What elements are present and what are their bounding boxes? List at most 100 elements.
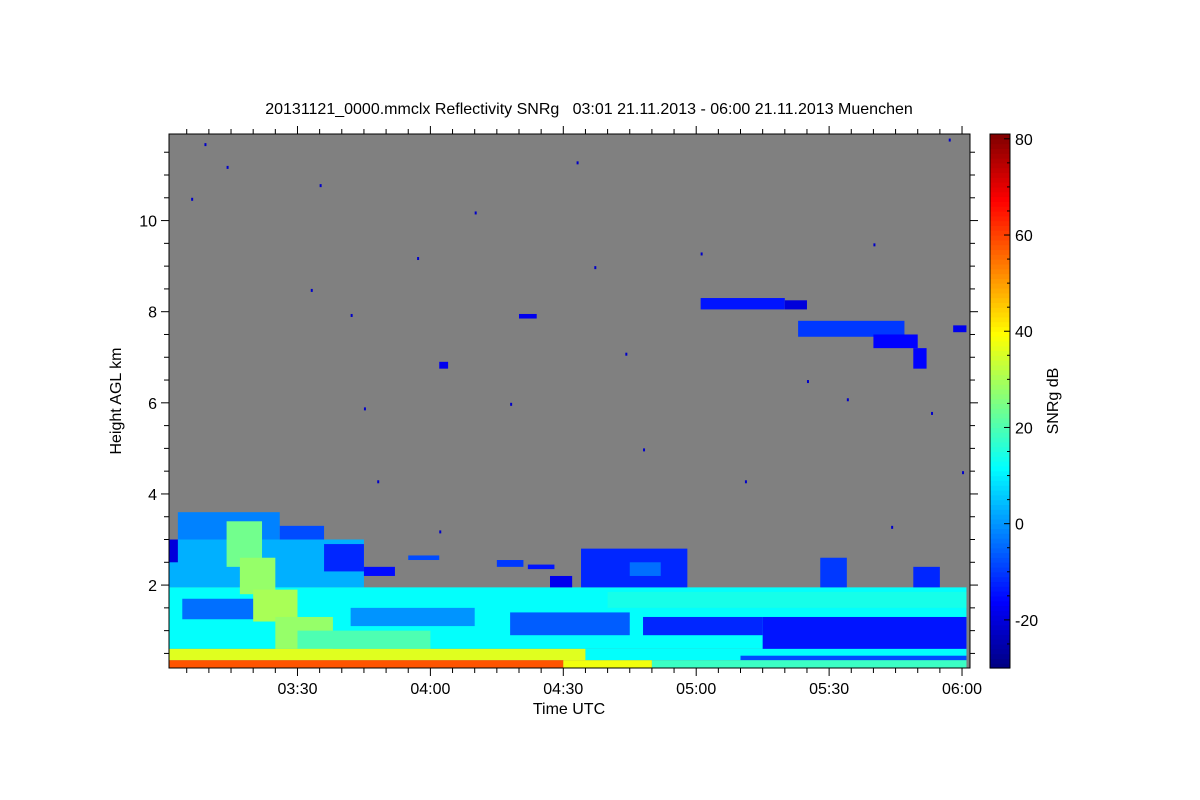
colorbar-segment: [990, 504, 1010, 510]
colorbar-segment: [990, 287, 1010, 294]
colorbar-segment: [990, 177, 1010, 183]
colorbar-segment: [990, 629, 1010, 635]
echo-region: [350, 607, 475, 627]
colorbar-segment: [990, 470, 1010, 477]
colorbar-segment: [990, 581, 1010, 587]
colorbar-segment: [990, 191, 1010, 198]
colorbar-segment: [990, 619, 1010, 626]
echo-region: [762, 616, 967, 654]
colorbar-frame: [989, 133, 1011, 669]
colorbar-segment: [990, 663, 1010, 669]
colorbar-segment: [990, 138, 1010, 145]
colorbar-segment: [990, 167, 1010, 174]
echo-region: [324, 544, 364, 572]
colorbar-segment: [990, 528, 1010, 534]
colorbar-segment: [990, 273, 1010, 279]
plot-frame: [168, 133, 971, 669]
colorbar-segment: [990, 514, 1010, 520]
colorbar-segment: [990, 379, 1010, 385]
colorbar-segment: [990, 422, 1010, 429]
y-tick-label: 4: [148, 487, 157, 504]
colorbar-segment: [990, 360, 1010, 366]
colorbar-segment: [990, 230, 1010, 236]
echo-pixel: [625, 352, 628, 356]
colorbar-segment: [990, 533, 1010, 539]
colorbar-segment: [990, 326, 1010, 332]
colorbar-segment: [990, 499, 1010, 506]
echo-pixel: [931, 411, 934, 415]
colorbar-segment: [990, 244, 1010, 251]
colorbar-segment: [990, 523, 1010, 530]
echo-pixel: [806, 380, 809, 384]
colorbar-segment: [990, 615, 1010, 621]
echo-region: [913, 566, 940, 588]
colorbar-segment: [990, 182, 1010, 188]
y-axis-label: Height AGL km: [108, 347, 125, 454]
colorbar-segment: [990, 336, 1010, 342]
colorbar-segment: [990, 571, 1010, 578]
echo-region: [496, 560, 524, 567]
colorbar-segment: [990, 393, 1010, 400]
echo-pixel: [643, 448, 646, 452]
colorbar-segment: [990, 158, 1010, 164]
colorbar-segment: [990, 417, 1010, 424]
echo-region: [784, 300, 807, 310]
echo-region: [563, 660, 652, 668]
echo-region: [913, 348, 927, 369]
plot-area: [169, 134, 970, 668]
colorbar-tick-label: 60: [1015, 228, 1033, 245]
colorbar-segment: [990, 566, 1010, 573]
colorbar-segment: [990, 456, 1010, 462]
colorbar-segment: [990, 297, 1010, 303]
colorbar-segment: [990, 605, 1010, 611]
echo-region: [169, 539, 178, 563]
echo-pixel: [350, 313, 353, 317]
x-tick-label: 03:30: [277, 681, 317, 698]
colorbar-segment: [990, 446, 1010, 453]
colorbar-segment: [990, 316, 1010, 323]
echo-region: [873, 334, 918, 349]
echo-region: [585, 648, 967, 661]
echo-pixel: [439, 530, 442, 534]
echo-pixel: [510, 402, 513, 406]
echo-pixel: [226, 165, 229, 169]
echo-region: [607, 591, 967, 608]
echo-region: [363, 566, 395, 576]
colorbar-segment: [990, 283, 1010, 289]
colorbar-segment: [990, 355, 1010, 361]
echo-region: [510, 612, 630, 636]
echo-region: [408, 555, 440, 561]
colorbar-segment: [990, 538, 1010, 544]
colorbar-segment: [990, 432, 1010, 438]
colorbar-segment: [990, 552, 1010, 558]
colorbar-segment: [990, 153, 1010, 159]
colorbar-segment: [990, 374, 1010, 380]
echo-region: [953, 325, 967, 333]
x-tick-label: 05:00: [676, 681, 716, 698]
colorbar-tick-label: 80: [1015, 132, 1033, 149]
colorbar-segment: [990, 427, 1010, 433]
colorbar-segment: [990, 388, 1010, 395]
echo-region: [297, 630, 431, 649]
colorbar-segment: [990, 547, 1010, 554]
colorbar-segment: [990, 485, 1010, 491]
colorbar-label: SNRg dB: [1045, 368, 1062, 435]
colorbar-segment: [990, 321, 1010, 328]
colorbar-segment: [990, 134, 1010, 140]
echo-pixel: [474, 211, 477, 215]
colorbar-segment: [990, 369, 1010, 376]
chart-title: 20131121_0000.mmclx Reflectivity SNRg 03…: [265, 101, 913, 118]
echo-region: [439, 361, 449, 369]
y-tick-label: 6: [148, 396, 157, 413]
colorbar-segment: [990, 239, 1010, 246]
colorbar-segment: [990, 451, 1010, 457]
colorbar-segment: [990, 413, 1010, 419]
echo-pixel: [319, 184, 322, 188]
echo-region: [820, 557, 847, 588]
echo-region: [239, 557, 276, 595]
axes: 03:30 04:00 04:30 05:00 05:30 06:00 2 4 6 8 10: [139, 126, 982, 698]
colorbar-segment: [990, 610, 1010, 616]
colorbar-segment: [990, 634, 1010, 640]
colorbar-segment: [990, 148, 1010, 154]
